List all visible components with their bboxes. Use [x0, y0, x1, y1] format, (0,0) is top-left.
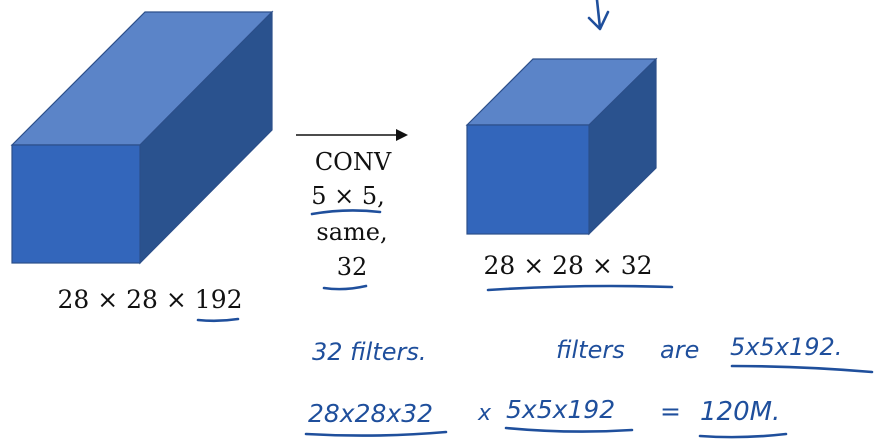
note-filter-size-underline [730, 364, 874, 374]
output-volume-label: 28 × 28 × 32 [483, 251, 652, 280]
conv-op-padding: same, [316, 218, 387, 246]
conv-kernel-underline [310, 209, 382, 216]
note-mult-left: 28x28x32 [308, 399, 433, 428]
note-filters-count: 32 filters. [312, 338, 427, 366]
note-result-underline [698, 432, 788, 439]
output-volume-front-face [466, 124, 590, 235]
input-channels-underline [196, 317, 240, 323]
conv-op-kernel: 5 × 5, [311, 182, 385, 210]
conv-filters-underline [322, 284, 368, 291]
note-equals: = [660, 397, 681, 426]
output-volume [465, 57, 658, 236]
input-volume-front-face [11, 144, 141, 264]
note-mult-right-underline [504, 426, 634, 433]
note-are-word: are [660, 336, 699, 364]
down-arrow-annotation [587, 0, 610, 31]
output-volume-underline [486, 284, 674, 292]
conv-op-title: CONV [315, 148, 392, 176]
note-mult-left-underline [304, 430, 448, 437]
conv-arrow-head [396, 129, 408, 141]
conv-op-filters: 32 [337, 253, 368, 281]
note-filters-word: filters [556, 336, 625, 364]
note-filter-size: 5x5x192. [730, 333, 842, 361]
note-mult-right: 5x5x192 [506, 395, 615, 424]
note-mult-op: x [477, 401, 492, 426]
note-result: 120M. [700, 397, 780, 427]
input-volume-label: 28 × 28 × 192 [57, 285, 242, 314]
input-volume [10, 10, 274, 265]
